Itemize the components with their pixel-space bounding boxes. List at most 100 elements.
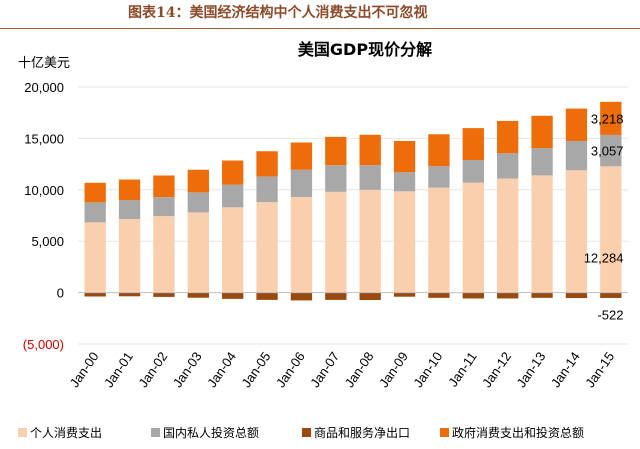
bar-segment [531, 175, 553, 293]
bar-segment [565, 108, 588, 141]
bar-segment [256, 176, 278, 203]
bar-segment [565, 170, 588, 293]
bar-segment [497, 178, 519, 293]
bar-segment [325, 292, 347, 300]
bar-segment [462, 128, 484, 160]
bar-segment [497, 292, 519, 299]
bar-segment [84, 202, 106, 223]
x-tick-label: Jan-14 [548, 349, 583, 390]
bar-segment [256, 151, 278, 177]
bar-segment [359, 134, 381, 166]
bar-segment [600, 101, 622, 135]
bar-segment [84, 182, 106, 203]
y-tick-label: 10,000 [24, 183, 64, 198]
bar-segment [565, 292, 588, 299]
bar-segment [256, 202, 278, 293]
bar-segment [153, 175, 175, 198]
bar-segment [428, 187, 450, 293]
data-label: -522 [597, 308, 623, 323]
chart-title: 美国GDP现价分解 [298, 40, 432, 59]
x-tick-label: Jan-10 [410, 349, 445, 390]
bar-segment [153, 292, 175, 297]
bar-segment [187, 169, 209, 193]
y-tick-label: 15,000 [24, 131, 64, 146]
bar-segment [325, 165, 347, 192]
x-tick-label: Jan-11 [445, 349, 480, 389]
x-tick-label: Jan-01 [101, 349, 136, 390]
figure-caption: 图表14：美国经济结构中个人消费支出不可忽视 [0, 0, 640, 26]
bar-segment [600, 134, 622, 167]
bar-segment [428, 166, 450, 188]
bar-segment [531, 292, 553, 298]
caption-divider [0, 28, 640, 29]
bar-segment [153, 197, 175, 217]
x-tick-label: Jan-08 [342, 349, 377, 390]
bar-segment [118, 200, 141, 220]
y-axis-label: 十亿美元 [18, 56, 70, 71]
bar-segment [531, 115, 553, 149]
bar-segment [118, 179, 141, 201]
bar-segment [462, 292, 484, 299]
legend-label: 商品和服务净出口 [314, 425, 410, 440]
bar-segment [290, 196, 313, 293]
x-tick-label: Jan-09 [376, 349, 411, 390]
bar-segment [290, 169, 313, 197]
bar-segment [462, 182, 484, 293]
bar-segment [565, 140, 588, 171]
bar-segment [600, 166, 622, 293]
bar-segment [497, 120, 519, 154]
x-tick-label: Jan-15 [582, 349, 617, 390]
bar-segment [531, 148, 553, 176]
bar-segment [187, 212, 209, 293]
x-tick-label: Jan-07 [307, 349, 342, 390]
bar-segment [84, 222, 106, 293]
legend-swatch [302, 428, 311, 437]
bar-segment [393, 140, 416, 173]
bar-segment [187, 192, 209, 213]
bar-segment [600, 292, 622, 298]
x-tick-label: Jan-03 [170, 349, 205, 390]
y-tick-label: 20,000 [24, 80, 64, 95]
bar-segment [359, 189, 381, 293]
bar-segment [359, 292, 381, 301]
data-label: 3,218 [591, 111, 624, 126]
legend-label: 国内私人投资总额 [163, 425, 259, 440]
bar-segment [118, 219, 141, 293]
x-tick-label: Jan-13 [513, 349, 548, 390]
x-tick-label: Jan-04 [204, 349, 239, 390]
bar-segment [256, 292, 278, 300]
bar-segment [393, 292, 416, 297]
bar-segment [325, 191, 347, 293]
y-tick-label: 0 [57, 286, 64, 301]
bar-segment [497, 153, 519, 179]
bar-segment [187, 292, 209, 298]
bar-segment [153, 216, 175, 293]
bar-segment [290, 292, 313, 301]
data-label: 12,284 [584, 250, 624, 265]
bar-segment [462, 159, 484, 183]
y-tick-label: 5,000 [31, 234, 64, 249]
figure-caption-text: 图表14：美国经济结构中个人消费支出不可忽视 [128, 5, 428, 21]
bar-segment [428, 292, 450, 298]
bar-segment [290, 142, 313, 170]
bar-segment [222, 292, 244, 299]
x-tick-label: Jan-00 [67, 349, 102, 390]
bar-segment [222, 184, 244, 208]
legend-swatch [18, 428, 27, 437]
bar-segment [222, 207, 244, 293]
legend-label: 个人消费支出 [30, 426, 102, 440]
bar-segment [118, 292, 141, 297]
bar-segment [428, 134, 450, 167]
bar-segment [222, 160, 244, 185]
bar-segment [393, 191, 416, 293]
x-tick-label: Jan-02 [135, 349, 170, 390]
bar-segment [325, 136, 347, 166]
bar-segment [359, 165, 381, 190]
legend-swatch [440, 428, 449, 437]
legend-swatch [151, 428, 160, 437]
bar-segment [393, 172, 416, 192]
x-tick-label: Jan-05 [238, 349, 273, 390]
x-tick-label: Jan-12 [479, 349, 514, 390]
